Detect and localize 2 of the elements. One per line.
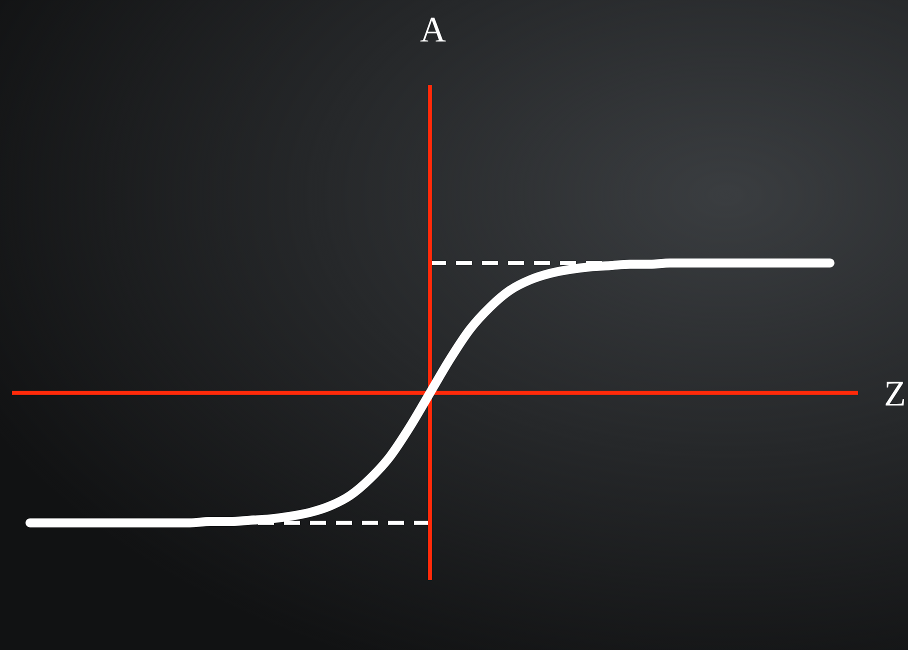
- text: A: [420, 9, 446, 50]
- x-axis-title: Z: [884, 373, 906, 414]
